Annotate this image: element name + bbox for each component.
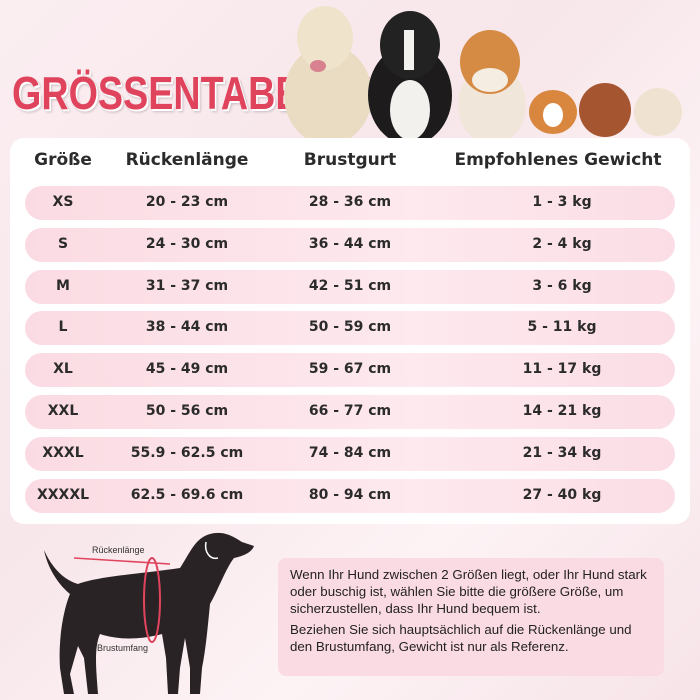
dog-silhouette <box>44 532 254 694</box>
cell-chest: 59 - 67 cm <box>308 361 392 378</box>
table-row: XL 45 - 49 cm 59 - 67 cm 11 - 17 kg <box>25 353 675 388</box>
header-size: Größe <box>34 150 92 170</box>
cell-size: XL <box>53 361 73 378</box>
cell-chest: 50 - 59 cm <box>308 319 392 336</box>
cell-weight: 11 - 17 kg <box>522 361 602 378</box>
cell-weight: 14 - 21 kg <box>522 403 602 419</box>
cell-size: XXL <box>47 403 79 419</box>
cell-chest: 36 - 44 cm <box>308 235 392 252</box>
corgi-image <box>529 90 577 134</box>
cell-size: XXXXL <box>36 486 90 503</box>
table-row: L 38 - 44 cm 50 - 59 cm 5 - 11 kg <box>25 311 675 346</box>
poodle-image <box>579 83 631 137</box>
cell-back-length: 20 - 23 cm <box>145 194 229 210</box>
cell-weight: 3 - 6 kg <box>532 277 592 294</box>
cell-size: L <box>58 319 68 336</box>
cell-back-length: 38 - 44 cm <box>145 319 229 336</box>
shiba-inu-image <box>458 30 526 138</box>
cell-weight: 5 - 11 kg <box>527 319 597 336</box>
header-weight: Empfohlenes Gewicht <box>454 150 662 170</box>
pomeranian-image <box>634 88 682 136</box>
table-row: XXXXL 62.5 - 69.6 cm 80 - 94 cm 27 - 40 kg <box>25 478 675 513</box>
header-back-length: Rückenlänge <box>125 150 249 170</box>
back-length-label: Rückenlänge <box>92 545 145 555</box>
cell-back-length: 24 - 30 cm <box>145 235 229 252</box>
note-paragraph-1: Wenn Ihr Hund zwischen 2 Größen liegt, o… <box>290 567 647 616</box>
table-row: S 24 - 30 cm 36 - 44 cm 2 - 4 kg <box>25 227 675 262</box>
table-row: XS 20 - 23 cm 28 - 36 cm 1 - 3 kg <box>25 186 675 220</box>
table-row: XXL 50 - 56 cm 66 - 77 cm 14 - 21 kg <box>25 395 675 429</box>
cell-back-length: 62.5 - 69.6 cm <box>130 486 244 503</box>
table-row: M 31 - 37 cm 42 - 51 cm 3 - 6 kg <box>25 269 675 304</box>
cell-size: XS <box>52 194 74 210</box>
cell-back-length: 55.9 - 62.5 cm <box>130 444 244 461</box>
back-length-line <box>73 557 171 565</box>
cell-back-length: 45 - 49 cm <box>145 361 229 378</box>
cell-weight: 2 - 4 kg <box>532 235 592 252</box>
cell-chest: 42 - 51 cm <box>308 277 392 294</box>
table-row: XXXL 55.9 - 62.5 cm 74 - 84 cm 21 - 34 kg <box>25 436 675 471</box>
labrador-image <box>284 6 372 138</box>
cell-chest: 74 - 84 cm <box>308 444 392 461</box>
cell-size: XXXL <box>42 444 84 461</box>
chest-girth-ring <box>143 557 161 643</box>
cell-chest: 80 - 94 cm <box>308 486 392 503</box>
cell-chest: 28 - 36 cm <box>308 194 392 210</box>
dogs-photo <box>284 6 682 138</box>
header-chest: Brustgurt <box>303 150 397 170</box>
cell-weight: 21 - 34 kg <box>522 444 602 461</box>
cell-size: M <box>56 277 70 294</box>
note-box: Wenn Ihr Hund zwischen 2 Größen liegt, o… <box>278 558 664 676</box>
border-collie-image <box>368 11 452 138</box>
cell-chest: 66 - 77 cm <box>308 403 392 419</box>
dog-silhouette-diagram <box>44 532 254 694</box>
note-paragraph-2: Beziehen Sie sich hauptsächlich auf die … <box>290 622 632 654</box>
cell-back-length: 50 - 56 cm <box>145 403 229 419</box>
cell-weight: 27 - 40 kg <box>522 486 602 503</box>
chest-label: Brustumfang <box>97 643 149 653</box>
cell-weight: 1 - 3 kg <box>532 194 592 210</box>
cell-back-length: 31 - 37 cm <box>145 277 229 294</box>
cell-size: S <box>57 235 69 252</box>
